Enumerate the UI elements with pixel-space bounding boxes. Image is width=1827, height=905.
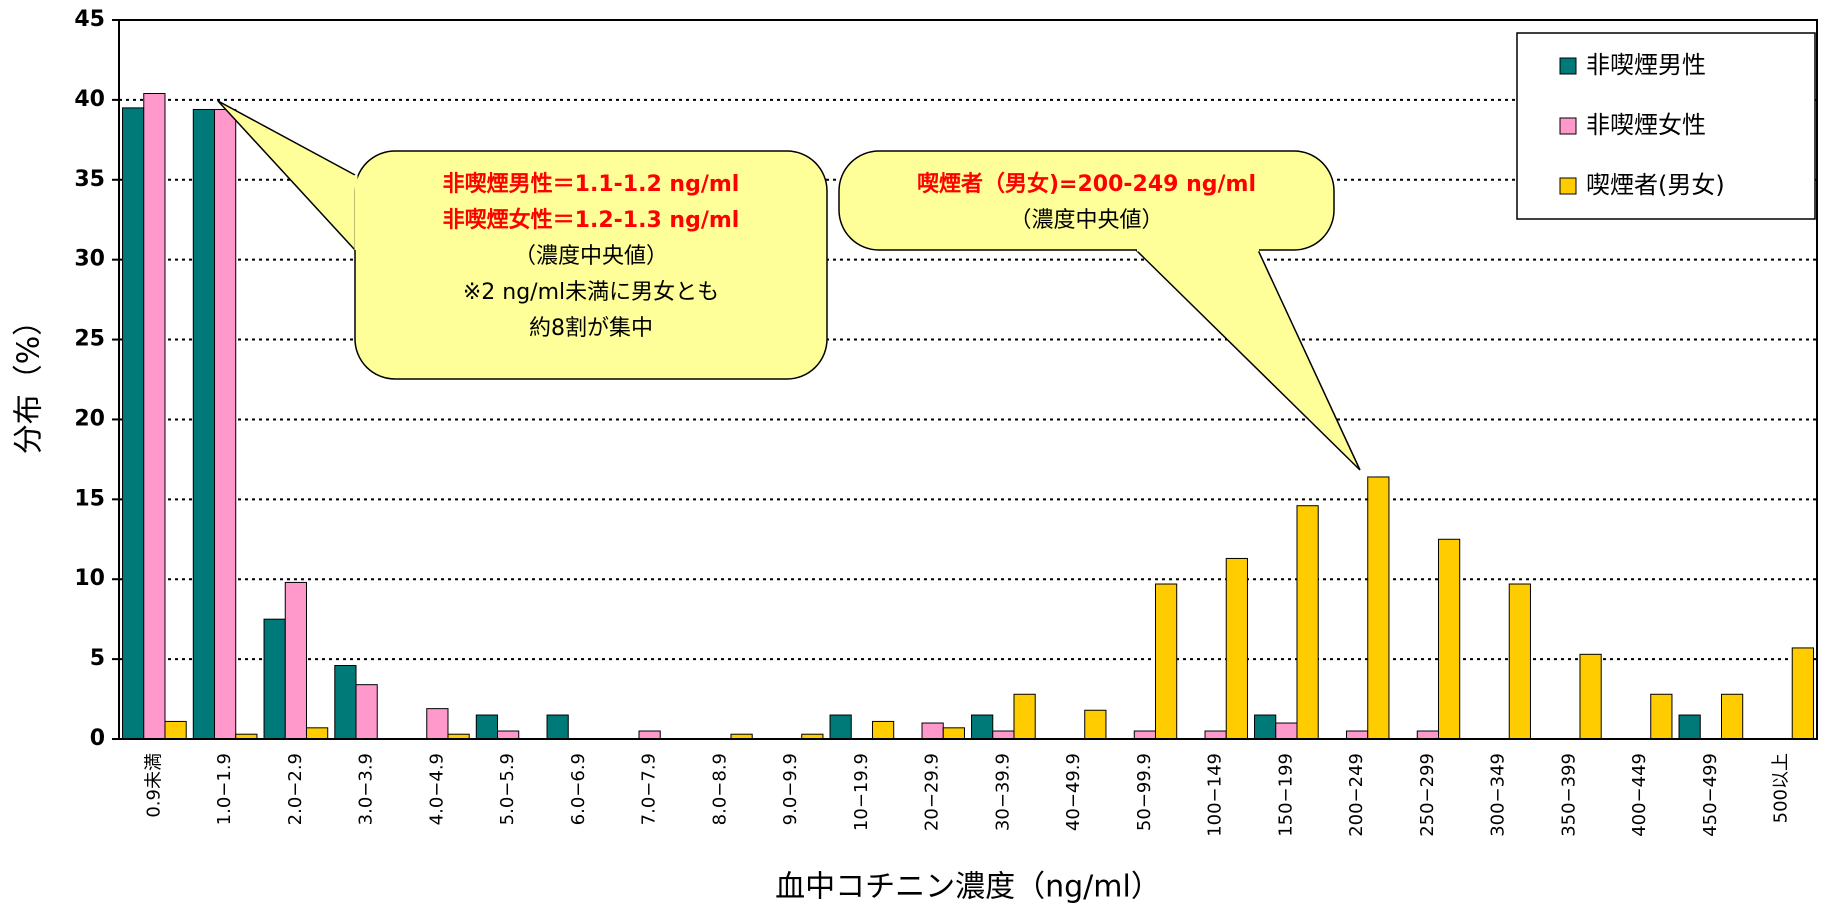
bar — [1437, 538, 1461, 740]
y-tick-label: 10 — [74, 566, 105, 591]
x-tick-label: 10−19.9 — [851, 753, 872, 831]
bar — [871, 720, 895, 740]
bar — [1133, 730, 1156, 740]
legend-swatch — [1559, 117, 1577, 135]
callout-pointer — [1135, 249, 1361, 471]
x-tick-label: 350−399 — [1558, 753, 1579, 837]
y-tick-label: 25 — [74, 327, 105, 352]
callout-text: （濃度中央値） — [514, 244, 668, 269]
x-tick-label: 20−29.9 — [922, 753, 943, 831]
x-tick-label: 9.0−9.9 — [780, 753, 801, 825]
legend-label: 非喫煙女性 — [1586, 111, 1706, 139]
bar — [971, 714, 994, 740]
y-tick-label: 15 — [74, 486, 105, 511]
callout — [838, 150, 1335, 251]
callout-pointer — [217, 100, 356, 251]
callout-text: 非喫煙女性＝1.2-1.3 ng/ml — [443, 207, 740, 233]
x-tick-label: 150−199 — [1275, 753, 1296, 837]
bar — [284, 581, 307, 740]
bar — [164, 720, 187, 740]
callout-text: 非喫煙男性＝1.1-1.2 ng/ml — [443, 171, 740, 197]
x-tick-label: 40−49.9 — [1063, 753, 1084, 831]
bar — [1296, 505, 1319, 740]
bar — [1013, 693, 1036, 740]
bar — [426, 708, 449, 740]
callout-text: （濃度中央値） — [1009, 208, 1163, 233]
x-tick-label: 500以上 — [1771, 753, 1792, 823]
x-tick-label: 50−99.9 — [1134, 753, 1155, 831]
bar — [829, 714, 852, 740]
x-tick-label: 100−149 — [1205, 753, 1226, 837]
bar — [1204, 730, 1227, 740]
bar — [1154, 583, 1178, 740]
bar — [992, 730, 1015, 740]
bar — [192, 108, 216, 740]
bar — [1416, 730, 1439, 740]
bar — [475, 714, 499, 740]
bar — [497, 730, 520, 740]
legend-swatch — [1559, 177, 1577, 195]
bar — [305, 727, 329, 740]
bar — [334, 665, 357, 740]
y-tick-label: 5 — [90, 646, 105, 671]
x-tick-label: 8.0−8.9 — [709, 753, 730, 825]
bar — [1720, 693, 1744, 740]
x-tick-label: 400−449 — [1629, 753, 1650, 837]
x-tick-label: 450−499 — [1700, 753, 1721, 837]
x-tick-label: 1.0−1.9 — [214, 753, 235, 825]
x-tick-label: 300−349 — [1488, 753, 1509, 837]
bar — [638, 730, 661, 740]
x-tick-label: 0.9未満 — [143, 753, 164, 818]
x-tick-label: 5.0−5.9 — [497, 753, 518, 825]
bar — [214, 108, 237, 740]
bar — [1275, 722, 1298, 740]
x-tick-label: 4.0−4.9 — [426, 753, 447, 825]
x-axis-title: 血中コチニン濃度（ng/ml） — [775, 870, 1161, 905]
y-tick-label: 40 — [74, 87, 105, 112]
callout — [354, 150, 828, 380]
callout-text: ※2 ng/ml未満に男女とも — [463, 280, 719, 305]
bar — [143, 92, 166, 740]
y-tick-label: 30 — [74, 247, 105, 272]
bar — [1678, 714, 1701, 740]
bar — [1346, 730, 1369, 740]
bar — [921, 722, 944, 740]
legend-swatch — [1559, 57, 1577, 75]
bar — [355, 684, 378, 740]
x-tick-label: 200−249 — [1346, 753, 1367, 837]
legend-label: 喫煙者(男女) — [1586, 171, 1725, 199]
bar — [263, 618, 286, 740]
y-tick-label: 20 — [74, 406, 105, 431]
x-tick-label: 6.0−6.9 — [568, 753, 589, 825]
bar — [1791, 647, 1814, 740]
bar — [546, 714, 569, 740]
y-tick-label: 35 — [74, 167, 105, 192]
callout-text: 約8割が集中 — [529, 316, 653, 341]
bar — [942, 727, 965, 740]
bar — [1579, 653, 1602, 740]
bar — [1254, 714, 1277, 740]
x-tick-label: 250−299 — [1417, 753, 1438, 837]
y-tick-label: 45 — [74, 7, 105, 32]
plot-frame — [118, 19, 1818, 740]
x-tick-label: 2.0−2.9 — [285, 753, 306, 825]
bar — [1650, 693, 1673, 740]
bar — [1508, 583, 1531, 740]
bar — [122, 107, 145, 740]
callout-text: 喫煙者（男女)=200-249 ng/ml — [917, 171, 1256, 197]
y-tick-label: 0 — [90, 726, 105, 751]
legend-label: 非喫煙男性 — [1586, 51, 1706, 79]
bar — [1084, 709, 1107, 740]
x-tick-label: 3.0−3.9 — [356, 753, 377, 825]
x-tick-label: 30−39.9 — [992, 753, 1013, 831]
bar — [1367, 476, 1390, 740]
x-tick-label: 7.0−7.9 — [639, 753, 660, 825]
bar — [1225, 557, 1248, 740]
y-axis-title: 分布（%） — [12, 306, 47, 455]
